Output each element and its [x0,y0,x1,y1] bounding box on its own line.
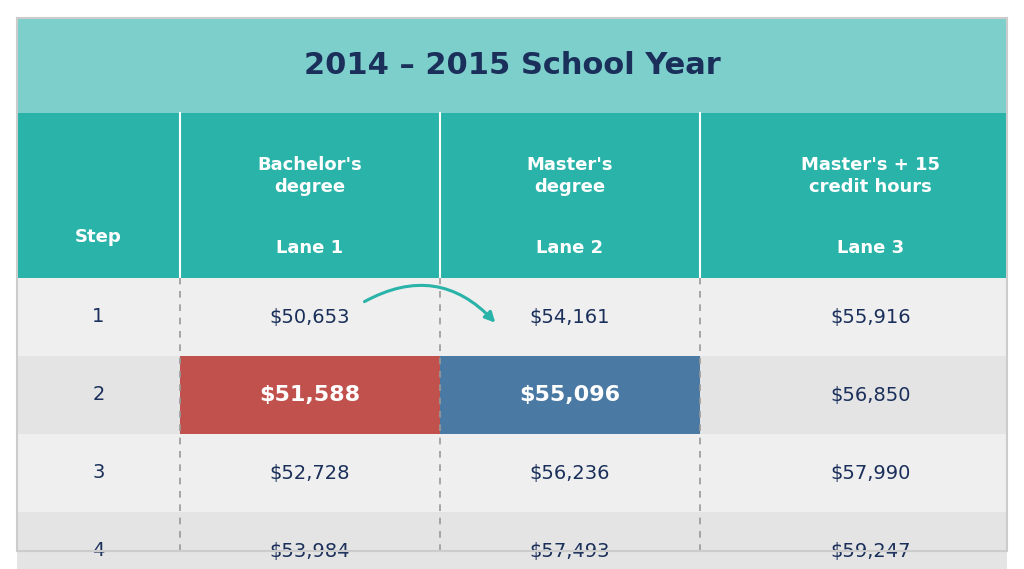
Text: Lane 1: Lane 1 [276,240,344,257]
Text: 2: 2 [92,386,104,405]
Text: $50,653: $50,653 [269,307,350,327]
Text: $54,161: $54,161 [529,307,610,327]
Text: $57,493: $57,493 [529,542,610,560]
Text: Master's
degree: Master's degree [526,155,613,196]
Text: $55,096: $55,096 [519,385,621,405]
Bar [17,356,1007,434]
Bar [17,278,1007,356]
Text: Lane 2: Lane 2 [537,240,603,257]
Text: $56,236: $56,236 [529,464,610,483]
Bar [17,512,1007,569]
Text: $51,588: $51,588 [259,385,360,405]
Text: Master's + 15
credit hours: Master's + 15 credit hours [801,155,940,196]
Text: $56,850: $56,850 [830,386,910,405]
Bar [17,18,1007,113]
Text: $52,728: $52,728 [269,464,350,483]
Bar [180,356,440,434]
Text: $57,990: $57,990 [830,464,910,483]
Text: 3: 3 [92,464,104,483]
Text: 1: 1 [92,307,104,327]
Text: $53,984: $53,984 [269,542,350,560]
Text: $59,247: $59,247 [830,542,910,560]
Text: Lane 3: Lane 3 [837,240,904,257]
Bar [17,434,1007,512]
Bar [440,356,700,434]
Bar [17,113,1007,278]
Text: 2014 – 2015 School Year: 2014 – 2015 School Year [304,51,720,80]
Text: Step: Step [75,228,122,246]
Text: $55,916: $55,916 [830,307,910,327]
Text: 4: 4 [92,542,104,560]
Text: Bachelor's
degree: Bachelor's degree [258,155,362,196]
